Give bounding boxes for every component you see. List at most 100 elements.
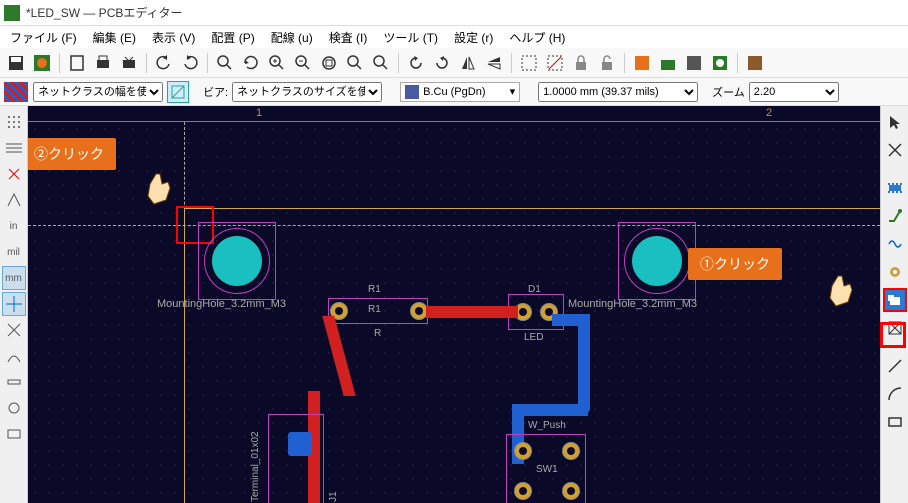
hide-ratsnest-button[interactable]: [2, 318, 26, 342]
auto-track-button[interactable]: [167, 81, 189, 103]
rotate-cw-button[interactable]: [430, 51, 454, 75]
callout-1: ①クリック: [688, 248, 782, 280]
zoom-select[interactable]: 2.20: [749, 82, 839, 102]
sw-pad4[interactable]: [562, 482, 580, 500]
units-mil-button[interactable]: mil: [2, 240, 26, 264]
rotate-ccw-button[interactable]: [404, 51, 428, 75]
menu-edit[interactable]: 編集 (E): [85, 27, 144, 48]
add-via-button[interactable]: [883, 232, 907, 256]
r1-ref: R1: [368, 284, 381, 295]
terminal-pad[interactable]: [288, 432, 312, 456]
separator: [207, 53, 208, 73]
units-mm-button[interactable]: mm: [2, 266, 26, 290]
draw-arc-button[interactable]: [883, 382, 907, 406]
refresh-button[interactable]: [239, 51, 263, 75]
grid-select[interactable]: 1.0000 mm (39.37 mils): [538, 82, 698, 102]
terminal-body[interactable]: [268, 414, 324, 503]
lock-button[interactable]: [569, 51, 593, 75]
track-outline-button[interactable]: [2, 422, 26, 446]
save-button[interactable]: [4, 51, 28, 75]
footprint-editor-button[interactable]: [630, 51, 654, 75]
zoom-out-button[interactable]: [291, 51, 315, 75]
select-tool-button[interactable]: [883, 110, 907, 134]
grid-crosses-button[interactable]: [2, 162, 26, 186]
add-zone-button[interactable]: [883, 260, 907, 284]
update-pcb-button[interactable]: [656, 51, 680, 75]
outline-mode-button[interactable]: [2, 370, 26, 394]
via-size-label: ビア:: [203, 84, 228, 100]
unlock-button[interactable]: [595, 51, 619, 75]
redo-button[interactable]: [178, 51, 202, 75]
callout-2: ②クリック: [28, 138, 116, 170]
find-button[interactable]: [213, 51, 237, 75]
pcb-canvas[interactable]: 1 2 MountingHole_3.2mm_M3 MountingHole_3…: [28, 106, 880, 503]
group-button[interactable]: [517, 51, 541, 75]
options-toolbar: 配線: ネットクラスの幅を使用 ビア: ネットクラスのサイズを使用 B.Cu (…: [0, 78, 908, 106]
left-toolbar: in mil mm: [0, 106, 28, 503]
menu-inspect[interactable]: 検査 (I): [321, 27, 376, 48]
zoom-tool-button[interactable]: [369, 51, 393, 75]
trace-r1-d1[interactable]: [426, 306, 518, 318]
separator: [737, 53, 738, 73]
drc-button[interactable]: [682, 51, 706, 75]
menu-help[interactable]: ヘルプ (H): [501, 27, 573, 48]
mounting-hole-1[interactable]: [212, 236, 262, 286]
add-filled-zone-button[interactable]: [883, 288, 907, 312]
sw-pad2[interactable]: [562, 442, 580, 460]
menu-tools[interactable]: ツール (T): [375, 27, 446, 48]
cursor-full-button[interactable]: [2, 292, 26, 316]
track-width-select[interactable]: ネットクラスの幅を使用: [33, 82, 163, 102]
separator: [146, 53, 147, 73]
ungroup-button[interactable]: [543, 51, 567, 75]
separator: [398, 53, 399, 73]
menu-preferences[interactable]: 設定 (r): [446, 27, 501, 48]
right-toolbar: [880, 106, 908, 503]
sw-pad1[interactable]: [514, 442, 532, 460]
layer-name: B.Cu (PgDn): [423, 86, 485, 98]
draw-line-button[interactable]: [883, 354, 907, 378]
add-keepout-button[interactable]: [883, 316, 907, 340]
via-outline-button[interactable]: [2, 396, 26, 420]
script-button[interactable]: [743, 51, 767, 75]
callout-1-text: クリック: [714, 256, 770, 272]
place-footprint-button[interactable]: [883, 176, 907, 200]
r1-footprint: R: [374, 328, 381, 339]
units-in-button[interactable]: in: [2, 214, 26, 238]
trace-d1-down[interactable]: [578, 314, 590, 414]
terminal-label: Terminal_01x02: [250, 431, 261, 502]
mhole1-label: MountingHole_3.2mm_M3: [157, 298, 286, 310]
mirror-h-button[interactable]: [456, 51, 480, 75]
trace-blue-horiz[interactable]: [518, 404, 588, 416]
main-toolbar: [0, 48, 908, 78]
board-setup-button[interactable]: [30, 51, 54, 75]
layer-pair-icon[interactable]: [4, 82, 28, 102]
ruler-tick: 2: [766, 107, 772, 119]
3d-viewer-button[interactable]: [708, 51, 732, 75]
ratsnest-curved-button[interactable]: [2, 344, 26, 368]
polar-grid-button[interactable]: [2, 188, 26, 212]
zoom-in-button[interactable]: [265, 51, 289, 75]
sw-pad3[interactable]: [514, 482, 532, 500]
menu-place[interactable]: 配置 (P): [203, 27, 262, 48]
grid-dots-button[interactable]: [2, 110, 26, 134]
plot-button[interactable]: [117, 51, 141, 75]
print-button[interactable]: [91, 51, 115, 75]
draw-rect-button[interactable]: [883, 410, 907, 434]
j1-label: J1: [328, 491, 339, 502]
zoom-fit-button[interactable]: [317, 51, 341, 75]
menu-view[interactable]: 表示 (V): [144, 27, 203, 48]
main-area: in mil mm 1 2 MountingHole_3.2mm_M3 Moun…: [0, 106, 908, 503]
menu-route[interactable]: 配線 (u): [263, 27, 321, 48]
menu-file[interactable]: ファイル (F): [2, 27, 85, 48]
mounting-hole-2[interactable]: [632, 236, 682, 286]
mirror-v-button[interactable]: [482, 51, 506, 75]
zoom-selection-button[interactable]: [343, 51, 367, 75]
highlight-net-button[interactable]: [883, 138, 907, 162]
route-track-button[interactable]: [883, 204, 907, 228]
via-size-select[interactable]: ネットクラスのサイズを使用: [232, 82, 382, 102]
menu-bar: ファイル (F) 編集 (E) 表示 (V) 配置 (P) 配線 (u) 検査 …: [0, 26, 908, 48]
grid-lines-button[interactable]: [2, 136, 26, 160]
page-settings-button[interactable]: [65, 51, 89, 75]
layer-select[interactable]: B.Cu (PgDn) ▾: [400, 82, 520, 102]
undo-button[interactable]: [152, 51, 176, 75]
